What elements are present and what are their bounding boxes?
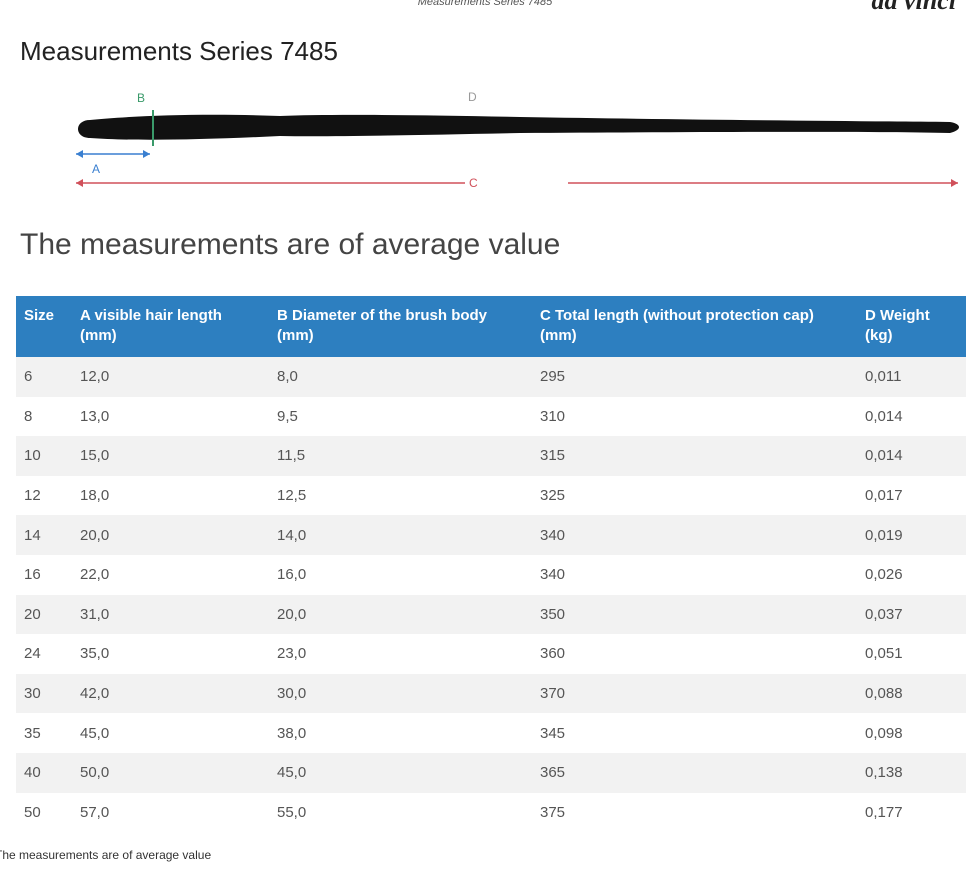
table-cell: 35,0 — [80, 645, 110, 663]
table-cell: 9,5 — [277, 407, 298, 425]
table-cell: 42,0 — [72, 673, 269, 714]
table-row: 16 22,0 16,0 340 0,026 — [16, 555, 966, 595]
table-cell: 0,138 — [857, 752, 966, 793]
measurements-table: Size A visible hair length (mm) B Diameter… — [16, 296, 966, 832]
table-cell: 350 — [532, 594, 857, 635]
table-cell: 345 — [540, 724, 566, 742]
table-row: 35 45,0 38,0 345 0,098 — [16, 713, 966, 753]
table-cell: 45,0 — [269, 752, 532, 793]
table-cell: 340 — [532, 515, 857, 555]
table-cell: 0,088 — [857, 673, 966, 714]
table-cell: 340 — [540, 566, 566, 584]
table-cell: 30,0 — [269, 673, 532, 714]
table-cell: 0,014 — [865, 407, 903, 425]
page-caption: Measurements Series 7485 — [417, 0, 553, 8]
brush-diagram: A B C D — [76, 90, 959, 190]
label-a: A — [92, 162, 100, 176]
subtitle: The measurements are of average value — [20, 228, 561, 261]
label-c: C — [469, 176, 478, 190]
table-cell: 57,0 — [80, 803, 110, 821]
table-cell: 12 — [24, 487, 41, 505]
table-cell: 45,0 — [80, 724, 110, 742]
footnote: The measurements are of average value — [0, 848, 212, 862]
table-cell: 14,0 — [269, 515, 532, 555]
table-cell: 12,0 — [72, 357, 269, 397]
table-cell: 15,0 — [72, 436, 269, 476]
table-row: 40 50,0 45,0 365 0,138 — [16, 752, 966, 793]
table-cell: 16 — [24, 566, 41, 584]
brush-shape — [78, 114, 959, 140]
table-cell: 370 — [532, 673, 857, 714]
table-cell: 31,0 — [72, 594, 269, 635]
table-row: 50 57,0 55,0 375 0,177 — [16, 793, 966, 833]
table-cell: 18,0 — [80, 487, 110, 505]
label-d: D — [468, 90, 477, 104]
table-cell: 0,026 — [865, 566, 903, 584]
table-cell: 35 — [24, 724, 41, 742]
table-cell: 11,5 — [269, 436, 532, 476]
header-row: Size A visible hair length (mm) B Diameter… — [16, 296, 966, 357]
table-row: 6 12,0 8,0 295 0,011 — [16, 357, 966, 397]
table-cell: 23,0 — [277, 645, 307, 663]
table-cell: 0,017 — [865, 487, 903, 505]
table-cell: 0,098 — [865, 724, 903, 742]
table-cell: 325 — [540, 487, 566, 505]
table-cell: 40 — [16, 752, 72, 793]
table-cell: 8 — [24, 407, 33, 425]
table-cell: 16,0 — [277, 566, 307, 584]
table-cell: 14 — [16, 515, 72, 555]
table-cell: 295 — [532, 357, 857, 397]
table-cell: 8,0 — [269, 357, 532, 397]
table-cell: 0,177 — [865, 803, 903, 821]
table-cell: 12,5 — [277, 487, 307, 505]
table-cell: 0,011 — [857, 357, 966, 397]
table-cell: 50,0 — [72, 752, 269, 793]
table-row: 30 42,0 30,0 370 0,088 — [16, 673, 966, 714]
table-cell: 315 — [532, 436, 857, 476]
column-header: A visible hair length (mm) — [72, 296, 269, 357]
table-cell: 360 — [540, 645, 566, 663]
title: Measurements Series 7485 — [20, 36, 338, 66]
table-cell: 22,0 — [80, 566, 110, 584]
column-header: C Total length (without protection cap) … — [532, 296, 857, 357]
table-cell: 38,0 — [277, 724, 307, 742]
table-cell: 0,051 — [865, 645, 903, 663]
label-b: B — [137, 91, 145, 105]
table-row: 20 31,0 20,0 350 0,037 — [16, 594, 966, 635]
table-cell: 30 — [16, 673, 72, 714]
table-cell: 375 — [540, 803, 566, 821]
table-cell: 50 — [24, 803, 41, 821]
column-header: Size — [16, 296, 72, 357]
table-cell: 365 — [532, 752, 857, 793]
table-row: 14 20,0 14,0 340 0,019 — [16, 515, 966, 555]
table-cell: 0,019 — [857, 515, 966, 555]
column-header: D Weight (kg) — [857, 296, 966, 357]
table-cell: 0,037 — [857, 594, 966, 635]
table-row: 10 15,0 11,5 315 0,014 — [16, 436, 966, 476]
table-cell: 310 — [540, 407, 566, 425]
table-cell: 55,0 — [277, 803, 307, 821]
table-row: 8 13,0 9,5 310 0,014 — [16, 397, 966, 437]
table-row: 24 35,0 23,0 360 0,051 — [16, 634, 966, 674]
table-cell: 0,014 — [857, 436, 966, 476]
logo: da vinci — [871, 0, 957, 15]
table-cell: 13,0 — [80, 407, 110, 425]
table-body: 6 12,0 8,0 295 0,011 8 13,0 9,5 310 0,014 10 15,0 11… — [16, 357, 966, 832]
table-cell: 20,0 — [72, 515, 269, 555]
table-cell: 6 — [16, 357, 72, 397]
column-header: B Diameter of the brush body (mm) — [269, 296, 532, 357]
table-row: 12 18,0 12,5 325 0,017 — [16, 476, 966, 516]
table-cell: 10 — [16, 436, 72, 476]
table-cell: 24 — [24, 645, 41, 663]
table-cell: 20 — [16, 594, 72, 635]
table-cell: 20,0 — [269, 594, 532, 635]
